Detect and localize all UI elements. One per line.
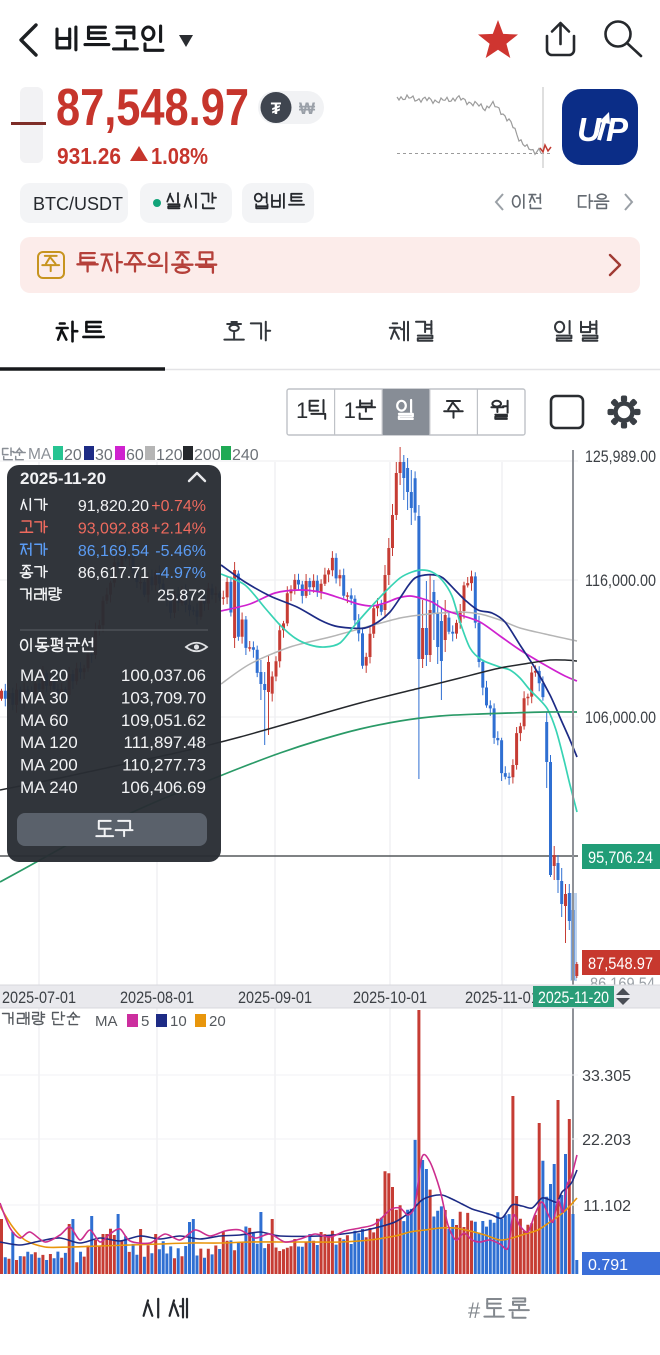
svg-text:2025-07-01: 2025-07-01 (2, 988, 76, 1007)
svg-text:240: 240 (232, 447, 259, 464)
svg-text:87,548.97: 87,548.97 (56, 79, 249, 137)
svg-text:11.102: 11.102 (583, 1198, 631, 1215)
svg-text:+0.74%: +0.74% (151, 498, 206, 515)
svg-text:BTC/USDT: BTC/USDT (33, 194, 123, 214)
svg-text:87,548.97: 87,548.97 (588, 954, 653, 973)
svg-text:2025-09-01: 2025-09-01 (238, 988, 312, 1007)
svg-text:200: 200 (194, 447, 221, 464)
svg-text:86,169.54: 86,169.54 (78, 543, 149, 560)
svg-text:106,000.00: 106,000.00 (585, 708, 656, 727)
svg-text:91,820.20: 91,820.20 (78, 498, 149, 515)
svg-text:2025-11-20: 2025-11-20 (538, 988, 609, 1007)
svg-text:MA 60: MA 60 (20, 711, 68, 730)
svg-text:1: 1 (344, 398, 356, 423)
svg-text:MA 240: MA 240 (20, 778, 78, 797)
svg-text:116,000.00: 116,000.00 (585, 571, 656, 590)
svg-text:U: U (577, 111, 602, 148)
svg-text:120: 120 (156, 447, 183, 464)
svg-text:22.203: 22.203 (582, 1132, 631, 1149)
svg-text:0.791: 0.791 (588, 1257, 628, 1274)
svg-text:+2.14%: +2.14% (151, 520, 206, 537)
svg-text:125,989.00: 125,989.00 (585, 447, 656, 466)
svg-text:20: 20 (209, 1013, 226, 1030)
svg-text:1.08%: 1.08% (151, 143, 208, 169)
svg-text:33.305: 33.305 (582, 1068, 631, 1085)
svg-text:110,277.73: 110,277.73 (122, 756, 206, 775)
svg-text:25.872: 25.872 (157, 588, 206, 605)
svg-text:MA 200: MA 200 (20, 756, 78, 775)
svg-text:2025-11-20: 2025-11-20 (20, 469, 106, 488)
svg-text:95,706.24: 95,706.24 (588, 848, 653, 867)
svg-text:93,092.88: 93,092.88 (78, 520, 149, 537)
svg-text:1: 1 (296, 398, 308, 423)
svg-text:MA 30: MA 30 (20, 688, 68, 707)
svg-text:10: 10 (170, 1013, 187, 1030)
svg-text:MA: MA (28, 446, 52, 463)
svg-text:30: 30 (95, 447, 113, 464)
svg-text:100,037.06: 100,037.06 (121, 666, 206, 685)
svg-text:20: 20 (64, 447, 82, 464)
svg-text:60: 60 (126, 447, 144, 464)
svg-text:86,617.71: 86,617.71 (78, 565, 149, 582)
svg-text:931.26: 931.26 (57, 143, 121, 169)
svg-text:P: P (606, 111, 629, 148)
svg-text:#: # (468, 1298, 481, 1323)
svg-text:₮: ₮ (271, 99, 282, 118)
svg-text:MA 120: MA 120 (20, 733, 78, 752)
svg-text:2025-08-01: 2025-08-01 (120, 988, 194, 1007)
svg-text:109,051.62: 109,051.62 (121, 711, 206, 730)
svg-text:-5.46%: -5.46% (155, 543, 206, 560)
svg-text:2025-10-01: 2025-10-01 (353, 988, 427, 1007)
svg-text:2025-11-01: 2025-11-01 (465, 988, 539, 1007)
svg-text:103,709.70: 103,709.70 (121, 688, 206, 707)
svg-text:5: 5 (141, 1013, 149, 1030)
svg-text:₩: ₩ (299, 99, 316, 118)
svg-text:111,897.48: 111,897.48 (123, 733, 206, 752)
svg-text:MA: MA (95, 1013, 118, 1030)
svg-text:106,406.69: 106,406.69 (121, 778, 206, 797)
svg-text:-4.97%: -4.97% (155, 565, 206, 582)
svg-text:MA 20: MA 20 (20, 666, 68, 685)
